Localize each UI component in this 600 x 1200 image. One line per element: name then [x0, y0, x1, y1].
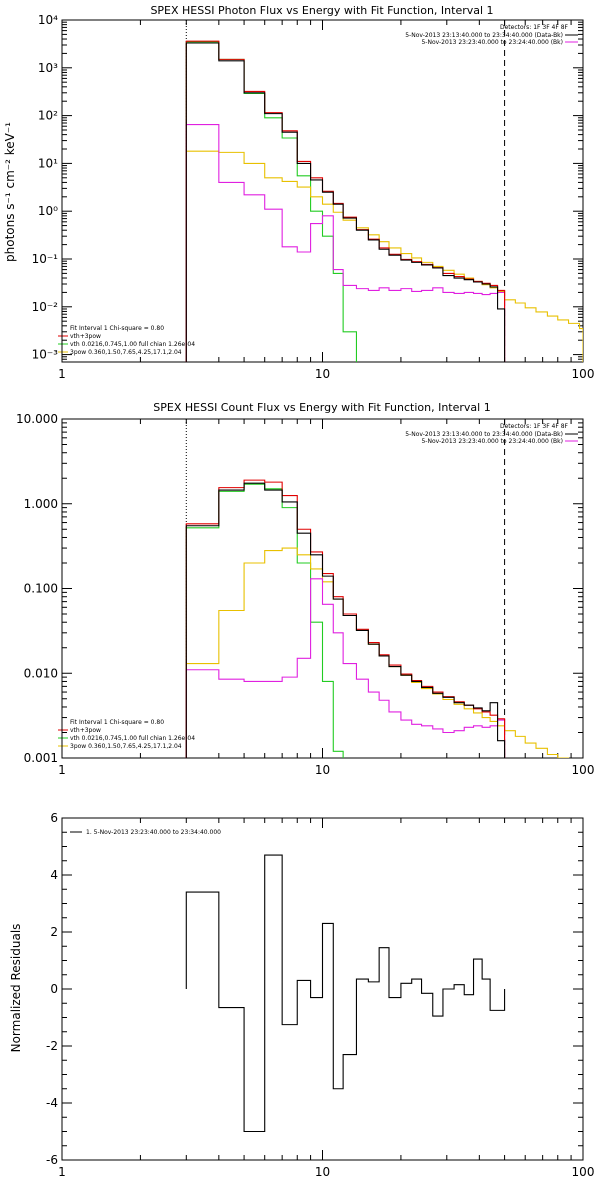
photon-flux-y-label: photons s⁻¹ cm⁻² keV⁻¹ — [3, 122, 17, 262]
photon-flux-legend-data-text: 5-Nov-2013 23:13:40.000 to 23:34:40.000 … — [405, 32, 563, 39]
count-flux-fit-label: Fit Interval 1 Chi-square = 0.80 — [70, 719, 164, 726]
photon-flux-y-tick-label: 10⁰ — [38, 204, 58, 218]
photon-flux-legend-bk-text: 5-Nov-2013 23:23:40.000 to 23:24:40.000 … — [421, 39, 563, 46]
count-flux-legend-left: Fit Interval 1 Chi-square = 0.80 vth+3po… — [58, 719, 195, 750]
photon-flux-y-tick-label: 10¹ — [38, 156, 58, 170]
residuals-y-tick-label: -6 — [46, 1153, 58, 1167]
residuals-y-tick-label: 0 — [50, 982, 58, 996]
count-flux-detectors-label: Detectors: 1F 3F 4F 8F — [500, 423, 569, 430]
count-flux-y-tick-label: 0.100 — [24, 582, 58, 596]
residuals-x-tick-label: 1 — [58, 1165, 66, 1179]
count-flux-title: SPEX HESSI Count Flux vs Energy with Fit… — [153, 401, 490, 414]
count-flux-plot: 1 10 100 0.001 0.010 0.100 1.000 10.000 — [16, 412, 594, 777]
photon-flux-y-tick-label: 10³ — [38, 61, 58, 75]
photon-flux-detectors-label: Detectors: 1F 3F 4F 8F — [500, 24, 569, 31]
residuals-x-tick-label: 100 — [572, 1165, 595, 1179]
photon-flux-legend-pow-text: 3pow 0.360,1.50,7.65,4.25,17.1,2.04 — [70, 349, 182, 356]
photon-flux-y-tick-label: 10⁻³ — [32, 348, 59, 362]
count-flux-model-series — [185, 479, 506, 758]
photon-flux-x-tick-label: 100 — [572, 367, 595, 381]
residuals-x-tick-label: 10 — [315, 1165, 330, 1179]
photon-flux-legend-left: Fit Interval 1 Chi-square = 0.80 vth+3po… — [58, 325, 195, 356]
residuals-plot: 1 10 100 -6 -4 -2 0 2 4 6 — [46, 811, 594, 1179]
photon-flux-fit-label: Fit Interval 1 Chi-square = 0.80 — [70, 325, 164, 332]
photon-flux-plot: 1 10 100 10⁻³ 10⁻² 10⁻¹ 10⁰ 10¹ 10² 10³ 10⁴ — [32, 13, 595, 381]
residuals-y-tick-label: 4 — [50, 868, 58, 882]
count-flux-legend-vth-text: vth 0.0216,0.745,1.00 full chian 1.26e-0… — [70, 735, 195, 742]
residuals-residuals-series — [185, 854, 506, 1133]
count-flux-model-series — [185, 483, 344, 758]
residuals-y-tick-label: -4 — [46, 1096, 58, 1110]
count-flux-legend-data-text: 5-Nov-2013 23:13:40.000 to 23:34:40.000 … — [405, 431, 563, 438]
residuals-y-label: Normalized Residuals — [9, 924, 23, 1053]
photon-flux-y-tick-label: 10⁴ — [38, 13, 58, 27]
photon-flux-x-tick-label: 1 — [58, 367, 66, 381]
photon-flux-model-series — [185, 40, 506, 362]
photon-flux-model-series — [185, 41, 357, 362]
count-flux-legend-fit-text: vth+3pow — [70, 727, 101, 734]
photon-flux-background-series — [185, 123, 506, 362]
count-flux-data-series — [185, 482, 506, 758]
count-flux-x-tick-label: 100 — [572, 763, 595, 777]
count-flux-background-series — [185, 578, 506, 758]
count-flux-legend-bk-text: 5-Nov-2013 23:23:40.000 to 23:24:40.000 … — [421, 438, 563, 445]
photon-flux-legend-vth-text: vth 0.0216,0.745,1.00 full chian 1.26e-0… — [70, 341, 195, 348]
photon-flux-legend-right: Detectors: 1F 3F 4F 8F 5-Nov-2013 23:13:… — [405, 24, 578, 46]
photon-flux-y-tick-label: 10² — [38, 109, 58, 123]
count-flux-model-series — [185, 547, 570, 758]
residuals-legend: 1. 5-Nov-2013 23:23:40.000 to 23:34:40.0… — [70, 829, 221, 836]
count-flux-y-tick-label: 10.000 — [16, 412, 58, 426]
photon-flux-legend-fit-text: vth+3pow — [70, 333, 101, 340]
photon-flux-y-tick-label: 10⁻¹ — [32, 252, 59, 266]
residuals-legend-text: 1. 5-Nov-2013 23:23:40.000 to 23:34:40.0… — [86, 829, 221, 836]
residuals-y-tick-label: 2 — [50, 925, 58, 939]
count-flux-x-tick-label: 10 — [315, 763, 330, 777]
count-flux-y-tick-label: 0.001 — [24, 751, 58, 765]
photon-flux-panel: SPEX HESSI Photon Flux vs Energy with Fi… — [3, 4, 578, 356]
count-flux-y-tick-label: 0.010 — [24, 666, 58, 680]
photon-flux-x-tick-label: 10 — [315, 367, 330, 381]
photon-flux-title: SPEX HESSI Photon Flux vs Energy with Fi… — [150, 4, 493, 17]
count-flux-legend-right: Detectors: 1F 3F 4F 8F 5-Nov-2013 23:13:… — [405, 423, 578, 445]
count-flux-panel: SPEX HESSI Count Flux vs Energy with Fit… — [58, 401, 578, 750]
count-flux-y-tick-label: 1.000 — [24, 497, 58, 511]
residuals-panel: Normalized Residuals 1. 5-Nov-2013 23:23… — [9, 829, 221, 1052]
photon-flux-data-series — [185, 42, 506, 362]
residuals-y-tick-label: 6 — [50, 811, 58, 825]
photon-flux-model-series — [185, 150, 583, 362]
residuals-y-tick-label: -2 — [46, 1039, 58, 1053]
photon-flux-y-tick-label: 10⁻² — [32, 300, 59, 314]
count-flux-legend-pow-text: 3pow 0.360,1.50,7.65,4.25,17.1,2.04 — [70, 743, 182, 750]
count-flux-x-tick-label: 1 — [58, 763, 66, 777]
